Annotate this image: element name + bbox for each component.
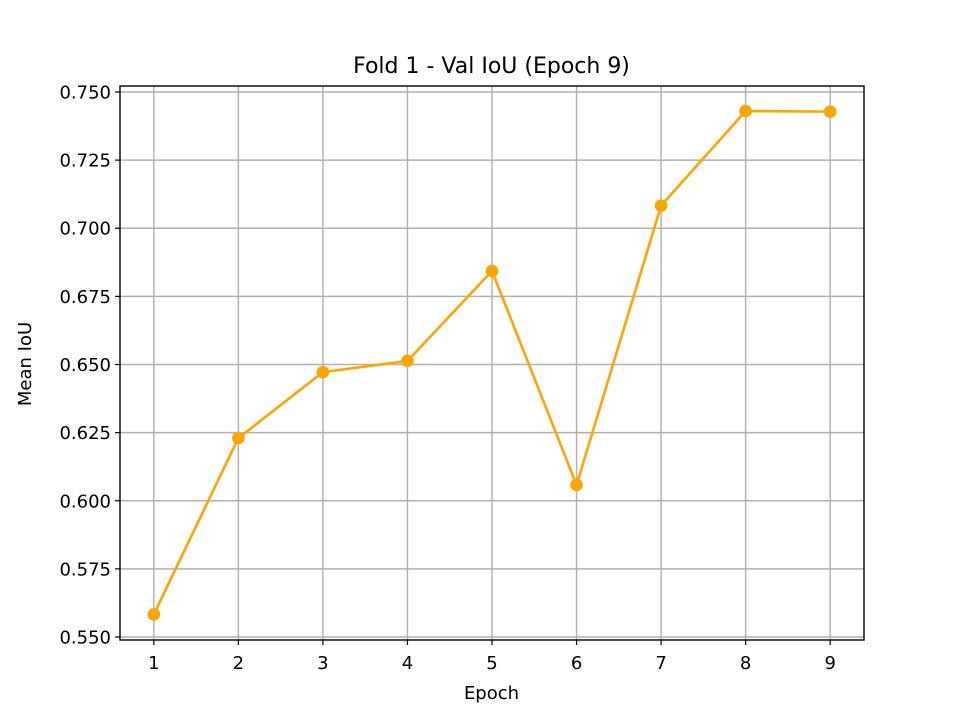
data-point: [570, 478, 583, 492]
x-axis-label: Epoch: [464, 683, 519, 704]
y-tick-label: 0.700: [59, 219, 111, 240]
y-tick-label: 0.600: [59, 491, 111, 512]
x-tick-label: 1: [148, 653, 159, 674]
x-tick-label: 8: [740, 653, 751, 674]
y-tick-label: 0.625: [59, 423, 111, 444]
data-point: [739, 104, 752, 118]
x-tick-label: 3: [317, 653, 328, 674]
y-tick-label: 0.650: [59, 355, 111, 376]
data-point: [823, 105, 837, 118]
x-tick-label: 6: [571, 653, 582, 674]
x-tick-label: 2: [233, 653, 244, 674]
data-point: [147, 608, 161, 621]
data-point: [401, 354, 414, 368]
y-axis-label: Mean IoU: [15, 322, 36, 406]
y-tick-label: 0.550: [59, 628, 111, 649]
x-tick-label: 4: [402, 653, 413, 674]
y-tick-label: 0.750: [59, 82, 111, 103]
y-tick-label: 0.725: [59, 151, 111, 172]
y-tick-label: 0.675: [59, 287, 111, 308]
data-point: [654, 199, 668, 212]
chart-title: Fold 1 - Val IoU (Epoch 9): [353, 54, 630, 79]
plot-area: 1 2 3 4 5 6 7 8 9 0.550 0.575 0.600 0.625 0.650 0.675 0…: [59, 82, 865, 674]
x-tick-label: 9: [824, 653, 835, 674]
x-tick-label: 5: [486, 653, 497, 674]
data-point: [232, 431, 245, 445]
x-tick-label: 7: [655, 653, 666, 674]
data-point: [485, 264, 499, 278]
data-point: [316, 365, 330, 379]
y-tick-label: 0.575: [59, 559, 111, 580]
